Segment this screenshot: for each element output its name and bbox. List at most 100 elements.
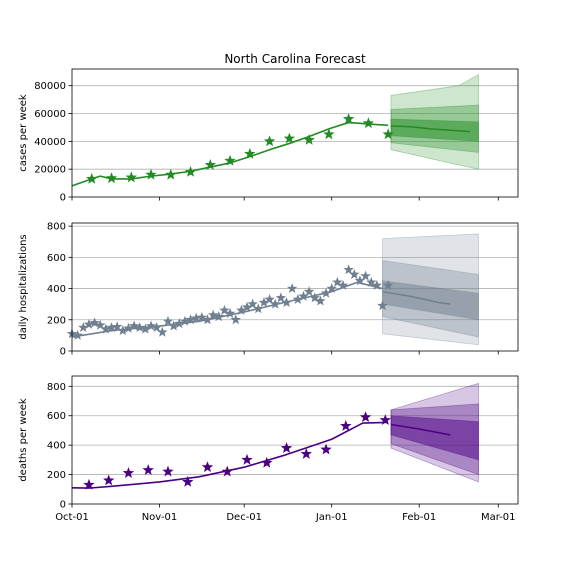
y-tick-label-hospitalizations: 800 <box>47 222 66 233</box>
data-point-deaths <box>340 420 352 431</box>
x-tick-label: Feb-01 <box>402 512 436 523</box>
data-point-hospitalizations <box>174 318 185 329</box>
data-point-hospitalizations <box>145 320 157 331</box>
data-point-hospitalizations <box>354 275 366 286</box>
y-axis-label-cases: cases per week <box>18 94 29 172</box>
data-point-deaths <box>280 442 293 453</box>
data-point-deaths <box>379 414 392 425</box>
figure-title: North Carolina Forecast <box>224 52 366 66</box>
fit-line-cases <box>71 121 389 187</box>
data-point-deaths <box>122 467 135 478</box>
data-point-hospitalizations <box>202 314 213 325</box>
data-point-cases <box>303 133 315 145</box>
data-point-hospitalizations <box>95 319 106 330</box>
data-point-hospitalizations <box>162 315 174 326</box>
data-point-deaths <box>162 465 174 477</box>
data-point-hospitalizations <box>303 286 315 297</box>
y-axis-label-hospitalizations: daily hospitalizations <box>18 234 29 339</box>
forecast-band-inner-deaths <box>390 415 479 461</box>
data-point-deaths <box>241 453 253 465</box>
data-point-hospitalizations <box>275 292 287 303</box>
y-tick-label-hospitalizations: 600 <box>47 253 66 264</box>
data-point-hospitalizations <box>253 303 264 314</box>
data-point-cases <box>145 168 157 180</box>
data-point-hospitalizations <box>140 323 151 334</box>
data-point-hospitalizations <box>298 290 309 301</box>
axes-frame-cases <box>71 68 519 198</box>
data-point-hospitalizations <box>270 298 281 309</box>
data-point-deaths <box>83 478 95 490</box>
data-point-hospitalizations <box>213 311 225 322</box>
data-point-hospitalizations <box>179 315 191 326</box>
y-tick-label-cases: 40000 <box>34 137 66 148</box>
data-point-hospitalizations <box>168 320 179 331</box>
data-point-deaths <box>201 461 214 473</box>
x-tick-label: Jan-01 <box>315 512 348 523</box>
data-point-hospitalizations <box>320 287 332 298</box>
data-point-deaths <box>221 465 233 477</box>
data-point-cases <box>342 113 355 124</box>
data-point-hospitalizations <box>78 322 89 333</box>
y-tick-label-cases: 80000 <box>34 81 66 92</box>
data-point-hospitalizations <box>264 293 275 304</box>
y-tick-label-cases: 0 <box>60 193 66 204</box>
forecast-median-cases <box>390 125 471 133</box>
data-point-cases <box>382 128 394 140</box>
data-point-hospitalizations <box>371 279 383 290</box>
data-point-cases <box>283 132 296 144</box>
data-point-cases <box>244 147 256 159</box>
data-point-hospitalizations <box>106 322 117 333</box>
panel-hospitalizations: 0 200 400 600 800 daily hospitalizations <box>18 222 519 358</box>
data-point-hospitalizations <box>258 297 270 308</box>
data-point-hospitalizations <box>365 276 377 287</box>
data-point-cases <box>105 172 118 184</box>
y-tick-label-hospitalizations: 400 <box>47 284 66 295</box>
y-tick-label-deaths: 400 <box>47 441 66 452</box>
data-point-cases <box>323 128 335 140</box>
data-point-cases <box>204 159 217 170</box>
y-tick-label-deaths: 0 <box>60 500 66 511</box>
data-point-hospitalizations <box>83 318 95 329</box>
data-point-hospitalizations <box>117 325 129 336</box>
data-point-cases <box>125 171 137 183</box>
data-point-hospitalizations <box>157 326 168 337</box>
data-point-deaths <box>182 475 194 487</box>
data-point-deaths <box>359 411 372 423</box>
y-tick-label-hospitalizations: 0 <box>60 347 66 358</box>
data-point-hospitalizations <box>111 321 123 332</box>
x-tick-label: Mar-01 <box>481 512 516 523</box>
data-point-hospitalizations <box>332 276 343 287</box>
data-point-cases <box>184 165 197 177</box>
data-point-hospitalizations <box>377 300 388 311</box>
data-point-hospitalizations <box>196 311 208 322</box>
data-point-cases <box>362 117 375 129</box>
data-point-hospitalizations <box>382 279 394 290</box>
data-point-hospitalizations <box>207 309 219 320</box>
data-point-hospitalizations <box>134 322 145 333</box>
panel-deaths: 0 200 400 600 800 Oct-01 Nov-01 Dec-01 Jan-01 Feb… <box>18 375 519 523</box>
axes-frame-hospitalizations <box>71 222 519 352</box>
y-axis-label-deaths: deaths per week <box>18 398 29 482</box>
data-point-hospitalizations <box>230 314 241 325</box>
data-point-hospitalizations <box>241 301 253 312</box>
data-point-hospitalizations <box>326 283 337 294</box>
data-point-hospitalizations <box>236 304 247 315</box>
data-point-hospitalizations <box>151 322 162 333</box>
y-tick-label-cases: 20000 <box>34 165 66 176</box>
data-point-hospitalizations <box>343 264 354 275</box>
data-point-hospitalizations <box>349 269 360 279</box>
data-point-hospitalizations <box>337 279 349 290</box>
data-point-hospitalizations <box>286 283 298 294</box>
y-tick-label-hospitalizations: 200 <box>47 315 66 326</box>
data-point-hospitalizations <box>281 297 292 308</box>
data-point-hospitalizations <box>247 298 258 309</box>
data-point-hospitalizations <box>89 317 100 328</box>
data-point-hospitalizations <box>185 314 196 325</box>
x-tick-label: Nov-01 <box>142 512 178 523</box>
data-point-hospitalizations <box>224 308 236 318</box>
axes-frame-deaths <box>71 375 519 505</box>
data-point-hospitalizations <box>360 270 371 281</box>
y-tick-label-deaths: 600 <box>47 411 66 422</box>
data-point-hospitalizations <box>100 323 112 334</box>
